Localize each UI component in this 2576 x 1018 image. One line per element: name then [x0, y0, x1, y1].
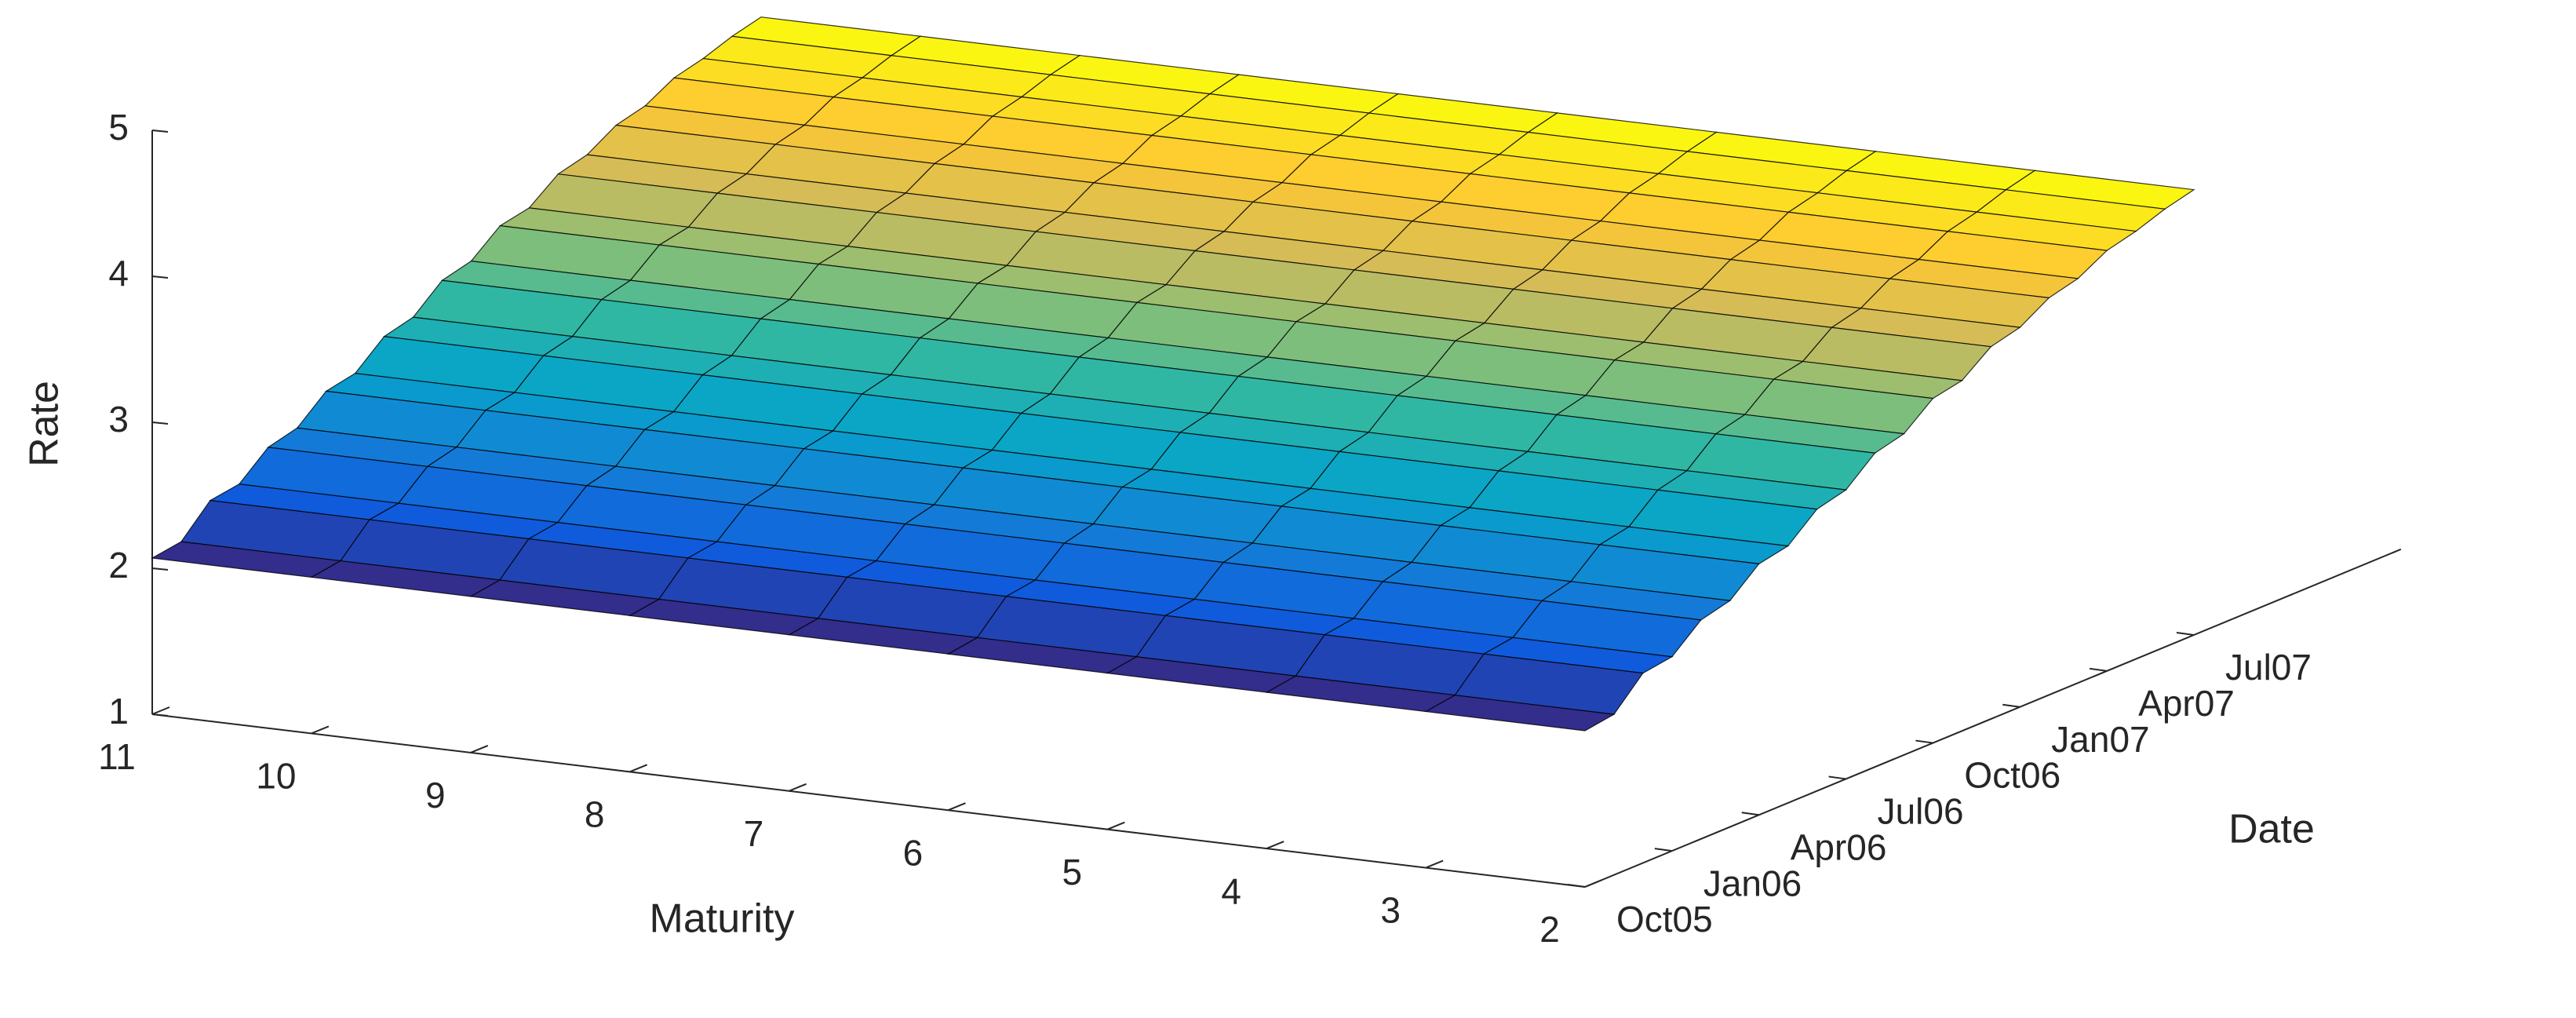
y-axis-line	[1584, 548, 2402, 888]
x-tick-label: 3	[1380, 890, 1401, 931]
y-tick-label: Oct06	[1964, 755, 2060, 796]
z-tick	[151, 421, 169, 425]
x-tick	[789, 783, 807, 792]
x-tick-label: 9	[425, 775, 446, 815]
z-tick-label: 5	[108, 107, 129, 148]
y-tick-label: Jan06	[1703, 863, 1802, 903]
x-tick-label: 11	[98, 736, 136, 777]
y-tick-label: Jan07	[2051, 719, 2149, 760]
x-tick	[1266, 841, 1284, 850]
y-tick-label: Oct05	[1616, 899, 1713, 940]
x-tick-label: 10	[256, 756, 296, 797]
y-axis-title: Date	[2228, 807, 2315, 852]
x-tick-label: 4	[1221, 870, 1241, 911]
y-tick	[2176, 632, 2195, 636]
y-tick-label: Apr07	[2138, 683, 2235, 724]
x-tick-label: 2	[1539, 909, 1560, 950]
x-tick	[311, 725, 330, 735]
x-tick	[948, 802, 966, 812]
surface-cell	[151, 541, 342, 578]
y-tick-label: Jul07	[2225, 647, 2312, 688]
z-tick-label: 3	[108, 399, 129, 440]
z-axis-title: Rate	[22, 381, 67, 467]
y-tick	[1567, 884, 1586, 888]
y-tick	[1654, 848, 1672, 852]
x-tick-label: 5	[1062, 852, 1083, 892]
y-tick-label: Apr06	[1791, 826, 1887, 867]
x-tick	[1584, 879, 1603, 888]
z-tick-label: 1	[108, 691, 129, 732]
x-tick	[1425, 859, 1444, 869]
x-tick	[629, 764, 648, 773]
z-tick	[151, 567, 169, 571]
y-tick	[2090, 667, 2108, 672]
y-tick	[1741, 812, 1759, 816]
z-tick-label: 2	[108, 545, 129, 586]
x-axis-line	[151, 713, 1586, 888]
x-tick-label: 8	[585, 794, 605, 834]
x-axis-title: Maturity	[650, 896, 795, 942]
z-tick	[151, 130, 169, 133]
z-tick	[151, 713, 169, 717]
x-tick-label: 6	[903, 832, 924, 873]
x-tick	[470, 744, 489, 753]
y-tick	[2002, 703, 2020, 708]
y-tick	[1915, 739, 1933, 744]
x-tick	[1106, 821, 1125, 830]
y-tick-label: Jul06	[1878, 791, 1964, 832]
y-tick	[1828, 775, 1846, 780]
z-tick-label: 4	[108, 253, 129, 294]
x-tick	[151, 706, 170, 715]
z-tick	[151, 275, 169, 279]
x-tick-label: 7	[744, 813, 764, 854]
